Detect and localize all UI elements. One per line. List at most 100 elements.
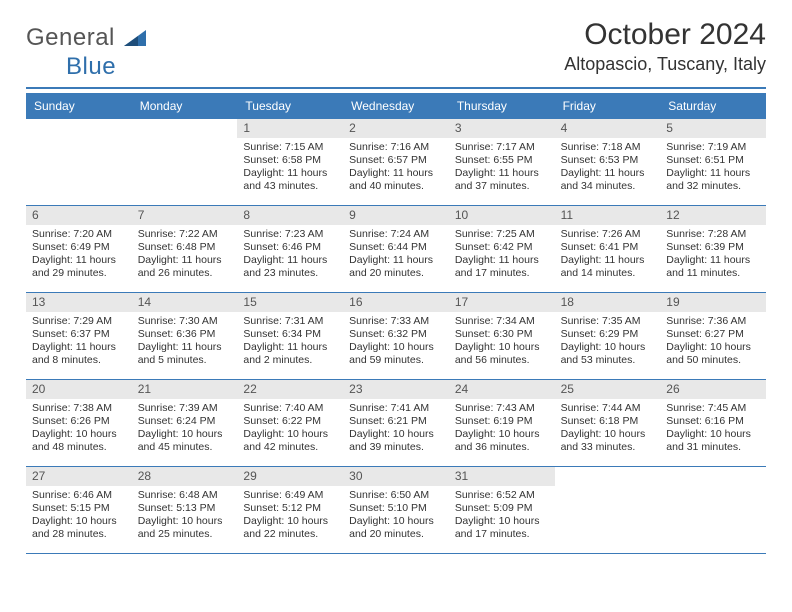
logo: General Blue xyxy=(26,18,146,81)
sunset-text: Sunset: 6:26 PM xyxy=(32,415,126,428)
daylight-text: Daylight: 11 hours and 8 minutes. xyxy=(32,341,126,367)
day-cell: 3Sunrise: 7:17 AMSunset: 6:55 PMDaylight… xyxy=(449,119,555,205)
calendar-grid: 1Sunrise: 7:15 AMSunset: 6:58 PMDaylight… xyxy=(26,119,766,554)
day-cell: 11Sunrise: 7:26 AMSunset: 6:41 PMDayligh… xyxy=(555,206,661,292)
day-number: 20 xyxy=(26,380,132,399)
day-body: Sunrise: 7:17 AMSunset: 6:55 PMDaylight:… xyxy=(449,138,555,198)
day-body: Sunrise: 6:50 AMSunset: 5:10 PMDaylight:… xyxy=(343,486,449,546)
sunset-text: Sunset: 6:41 PM xyxy=(561,241,655,254)
daylight-text: Daylight: 10 hours and 56 minutes. xyxy=(455,341,549,367)
sunset-text: Sunset: 6:57 PM xyxy=(349,154,443,167)
day-cell: 1 Sunrise: 7:15 AMSunset: 6:58 PMDaylight… xyxy=(237,119,343,205)
dow-wed: Wednesday xyxy=(343,93,449,119)
day-body: Sunrise: 7:19 AMSunset: 6:51 PMDaylight:… xyxy=(660,138,766,198)
sunrise-text: Sunrise: 6:52 AM xyxy=(455,489,549,502)
daylight-text: Daylight: 11 hours and 2 minutes. xyxy=(243,341,337,367)
sunrise-text: Sunrise: 6:48 AM xyxy=(138,489,232,502)
day-body: Sunrise: 7:38 AMSunset: 6:26 PMDaylight:… xyxy=(26,399,132,459)
day-cell: 13 Sunrise: 7:29 AMSunset: 6:37 PMDayligh… xyxy=(26,293,132,379)
day-body: Sunrise: 6:48 AMSunset: 5:13 PMDaylight:… xyxy=(132,486,238,546)
day-number: 25 xyxy=(555,380,661,399)
sunrise-text: Sunrise: 7:19 AM xyxy=(666,141,760,154)
day-number: 4 xyxy=(555,119,661,138)
day-number: 13 xyxy=(26,293,132,312)
sunset-text: Sunset: 6:46 PM xyxy=(243,241,337,254)
sunset-text: Sunset: 6:36 PM xyxy=(138,328,232,341)
sunset-text: Sunset: 6:22 PM xyxy=(243,415,337,428)
day-number: 5 xyxy=(660,119,766,138)
daylight-text: Daylight: 11 hours and 43 minutes. xyxy=(243,167,337,193)
sunset-text: Sunset: 5:09 PM xyxy=(455,502,549,515)
sunrise-text: Sunrise: 7:40 AM xyxy=(243,402,337,415)
week-row: 20Sunrise: 7:38 AMSunset: 6:26 PMDayligh… xyxy=(26,380,766,467)
day-cell: 2Sunrise: 7:16 AMSunset: 6:57 PMDaylight… xyxy=(343,119,449,205)
daylight-text: Daylight: 11 hours and 37 minutes. xyxy=(455,167,549,193)
sunset-text: Sunset: 6:49 PM xyxy=(32,241,126,254)
sunrise-text: Sunrise: 7:30 AM xyxy=(138,315,232,328)
day-number: 2 xyxy=(343,119,449,138)
day-number: 7 xyxy=(132,206,238,225)
day-cell xyxy=(132,119,238,205)
dow-mon: Monday xyxy=(132,93,238,119)
day-cell: 21Sunrise: 7:39 AMSunset: 6:24 PMDayligh… xyxy=(132,380,238,466)
day-number: 29 xyxy=(237,467,343,486)
day-body: Sunrise: 7:28 AMSunset: 6:39 PMDaylight:… xyxy=(660,225,766,285)
day-cell: 26Sunrise: 7:45 AMSunset: 6:16 PMDayligh… xyxy=(660,380,766,466)
sunrise-text: Sunrise: 7:25 AM xyxy=(455,228,549,241)
day-cell: 28Sunrise: 6:48 AMSunset: 5:13 PMDayligh… xyxy=(132,467,238,553)
day-cell: 10Sunrise: 7:25 AMSunset: 6:42 PMDayligh… xyxy=(449,206,555,292)
day-cell: 30Sunrise: 6:50 AMSunset: 5:10 PMDayligh… xyxy=(343,467,449,553)
dow-tue: Tuesday xyxy=(237,93,343,119)
daylight-text: Daylight: 10 hours and 20 minutes. xyxy=(349,515,443,541)
sunrise-text: Sunrise: 7:17 AM xyxy=(455,141,549,154)
sunrise-text: Sunrise: 7:29 AM xyxy=(32,315,126,328)
daylight-text: Daylight: 10 hours and 48 minutes. xyxy=(32,428,126,454)
day-body: Sunrise: 7:25 AMSunset: 6:42 PMDaylight:… xyxy=(449,225,555,285)
daylight-text: Daylight: 11 hours and 29 minutes. xyxy=(32,254,126,280)
day-number: 10 xyxy=(449,206,555,225)
day-number: 27 xyxy=(26,467,132,486)
sunset-text: Sunset: 6:19 PM xyxy=(455,415,549,428)
sunrise-text: Sunrise: 6:50 AM xyxy=(349,489,443,502)
day-number: 30 xyxy=(343,467,449,486)
sunset-text: Sunset: 6:53 PM xyxy=(561,154,655,167)
day-number xyxy=(26,119,132,138)
sunset-text: Sunset: 6:58 PM xyxy=(243,154,337,167)
daylight-text: Daylight: 11 hours and 5 minutes. xyxy=(138,341,232,367)
day-body: Sunrise: 7:36 AMSunset: 6:27 PMDaylight:… xyxy=(660,312,766,372)
sunrise-text: Sunrise: 7:31 AM xyxy=(243,315,337,328)
day-cell xyxy=(660,467,766,553)
day-number: 15 xyxy=(237,293,343,312)
day-number: 31 xyxy=(449,467,555,486)
sunrise-text: Sunrise: 7:23 AM xyxy=(243,228,337,241)
sunset-text: Sunset: 6:39 PM xyxy=(666,241,760,254)
month-title: October 2024 xyxy=(564,18,766,52)
day-cell: 29Sunrise: 6:49 AMSunset: 5:12 PMDayligh… xyxy=(237,467,343,553)
sunrise-text: Sunrise: 7:18 AM xyxy=(561,141,655,154)
sunrise-text: Sunrise: 7:16 AM xyxy=(349,141,443,154)
sunset-text: Sunset: 6:37 PM xyxy=(32,328,126,341)
day-number: 28 xyxy=(132,467,238,486)
day-number: 11 xyxy=(555,206,661,225)
day-body: Sunrise: 7:16 AMSunset: 6:57 PMDaylight:… xyxy=(343,138,449,198)
daylight-text: Daylight: 10 hours and 28 minutes. xyxy=(32,515,126,541)
daylight-text: Daylight: 10 hours and 36 minutes. xyxy=(455,428,549,454)
day-body: Sunrise: 7:22 AMSunset: 6:48 PMDaylight:… xyxy=(132,225,238,285)
daylight-text: Daylight: 11 hours and 14 minutes. xyxy=(561,254,655,280)
daylight-text: Daylight: 11 hours and 20 minutes. xyxy=(349,254,443,280)
sunrise-text: Sunrise: 7:41 AM xyxy=(349,402,443,415)
sunrise-text: Sunrise: 7:38 AM xyxy=(32,402,126,415)
day-number: 1 xyxy=(237,119,343,138)
day-body: Sunrise: 7:20 AMSunset: 6:49 PMDaylight:… xyxy=(26,225,132,285)
day-cell: 4Sunrise: 7:18 AMSunset: 6:53 PMDaylight… xyxy=(555,119,661,205)
daylight-text: Daylight: 11 hours and 17 minutes. xyxy=(455,254,549,280)
week-row: 1Sunrise: 7:15 AMSunset: 6:58 PMDaylight… xyxy=(26,119,766,206)
day-body: Sunrise: 7:40 AMSunset: 6:22 PMDaylight:… xyxy=(237,399,343,459)
day-cell: 5Sunrise: 7:19 AMSunset: 6:51 PMDaylight… xyxy=(660,119,766,205)
daylight-text: Daylight: 11 hours and 40 minutes. xyxy=(349,167,443,193)
day-number: 14 xyxy=(132,293,238,312)
sunrise-text: Sunrise: 7:15 AM xyxy=(243,141,337,154)
daylight-text: Daylight: 10 hours and 42 minutes. xyxy=(243,428,337,454)
sunset-text: Sunset: 6:34 PM xyxy=(243,328,337,341)
day-of-week-header: Sunday Monday Tuesday Wednesday Thursday… xyxy=(26,93,766,119)
